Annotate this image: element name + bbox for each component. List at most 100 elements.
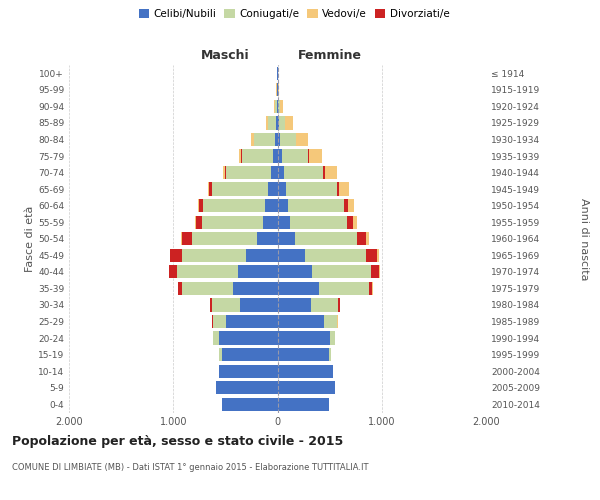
Bar bbox=[337, 182, 339, 196]
Bar bbox=[196, 216, 202, 229]
Bar bbox=[325, 166, 337, 179]
Bar bbox=[219, 332, 277, 344]
Bar bbox=[239, 150, 241, 162]
Bar bbox=[290, 216, 347, 229]
Bar bbox=[277, 199, 288, 212]
Bar bbox=[212, 298, 240, 312]
Text: COMUNE DI LIMBIATE (MB) - Dati ISTAT 1° gennaio 2015 - Elaborazione TUTTITALIA.I: COMUNE DI LIMBIATE (MB) - Dati ISTAT 1° … bbox=[12, 462, 368, 471]
Bar bbox=[277, 150, 281, 162]
Bar bbox=[241, 150, 242, 162]
Y-axis label: Fasce di età: Fasce di età bbox=[25, 206, 35, 272]
Bar bbox=[348, 199, 354, 212]
Bar bbox=[265, 199, 277, 212]
Bar bbox=[312, 265, 371, 278]
Bar bbox=[277, 348, 329, 361]
Legend: Celibi/Nubili, Coniugati/e, Vedovi/e, Divorziati/e: Celibi/Nubili, Coniugati/e, Vedovi/e, Di… bbox=[134, 5, 454, 24]
Bar bbox=[213, 332, 219, 344]
Bar bbox=[325, 315, 337, 328]
Bar bbox=[277, 133, 280, 146]
Bar bbox=[277, 232, 295, 245]
Bar bbox=[329, 332, 335, 344]
Bar bbox=[198, 199, 199, 212]
Bar bbox=[208, 182, 209, 196]
Text: Femmine: Femmine bbox=[298, 48, 362, 62]
Bar bbox=[209, 182, 212, 196]
Bar bbox=[277, 381, 335, 394]
Bar bbox=[305, 248, 366, 262]
Bar bbox=[277, 298, 311, 312]
Bar bbox=[222, 398, 277, 411]
Bar bbox=[295, 232, 357, 245]
Bar bbox=[275, 133, 277, 146]
Bar bbox=[281, 150, 308, 162]
Bar bbox=[338, 298, 340, 312]
Bar bbox=[277, 216, 290, 229]
Bar bbox=[285, 116, 293, 130]
Bar bbox=[192, 232, 257, 245]
Bar bbox=[296, 133, 308, 146]
Y-axis label: Anni di nascita: Anni di nascita bbox=[579, 198, 589, 280]
Bar bbox=[257, 232, 277, 245]
Bar bbox=[311, 298, 338, 312]
Bar bbox=[277, 364, 333, 378]
Bar bbox=[271, 166, 277, 179]
Bar bbox=[199, 199, 203, 212]
Bar bbox=[225, 166, 226, 179]
Bar bbox=[277, 398, 329, 411]
Bar bbox=[251, 133, 254, 146]
Bar bbox=[219, 364, 277, 378]
Bar bbox=[366, 248, 377, 262]
Bar bbox=[240, 298, 277, 312]
Bar bbox=[182, 248, 246, 262]
Bar bbox=[284, 166, 323, 179]
Bar bbox=[254, 133, 275, 146]
Text: Popolazione per età, sesso e stato civile - 2015: Popolazione per età, sesso e stato civil… bbox=[12, 435, 343, 448]
Bar bbox=[288, 199, 344, 212]
Bar bbox=[182, 282, 233, 295]
Bar bbox=[277, 315, 325, 328]
Bar bbox=[277, 116, 278, 130]
Bar bbox=[377, 248, 379, 262]
Bar bbox=[323, 166, 325, 179]
Bar bbox=[222, 348, 277, 361]
Bar bbox=[178, 282, 182, 295]
Bar bbox=[169, 265, 178, 278]
Bar bbox=[274, 150, 277, 162]
Bar bbox=[223, 166, 225, 179]
Bar bbox=[278, 116, 285, 130]
Bar bbox=[286, 182, 337, 196]
Bar bbox=[277, 248, 305, 262]
Bar bbox=[277, 282, 319, 295]
Bar bbox=[280, 133, 296, 146]
Bar bbox=[202, 216, 263, 229]
Bar bbox=[344, 199, 348, 212]
Bar bbox=[170, 248, 182, 262]
Bar bbox=[357, 232, 366, 245]
Bar bbox=[213, 315, 226, 328]
Bar bbox=[233, 282, 277, 295]
Bar bbox=[277, 265, 312, 278]
Bar bbox=[212, 182, 268, 196]
Bar bbox=[182, 232, 192, 245]
Bar bbox=[203, 199, 265, 212]
Bar bbox=[353, 216, 357, 229]
Bar bbox=[226, 166, 271, 179]
Text: Maschi: Maschi bbox=[201, 48, 250, 62]
Bar bbox=[238, 265, 277, 278]
Bar bbox=[263, 216, 277, 229]
Bar bbox=[366, 232, 369, 245]
Bar bbox=[242, 150, 274, 162]
Bar bbox=[178, 265, 238, 278]
Bar bbox=[329, 348, 331, 361]
Bar bbox=[277, 166, 284, 179]
Bar bbox=[226, 315, 277, 328]
Bar bbox=[319, 282, 369, 295]
Bar bbox=[379, 265, 380, 278]
Bar bbox=[268, 182, 277, 196]
Bar bbox=[278, 100, 280, 113]
Bar bbox=[369, 282, 373, 295]
Bar bbox=[210, 298, 212, 312]
Bar bbox=[219, 348, 222, 361]
Bar bbox=[347, 216, 353, 229]
Bar bbox=[268, 116, 277, 130]
